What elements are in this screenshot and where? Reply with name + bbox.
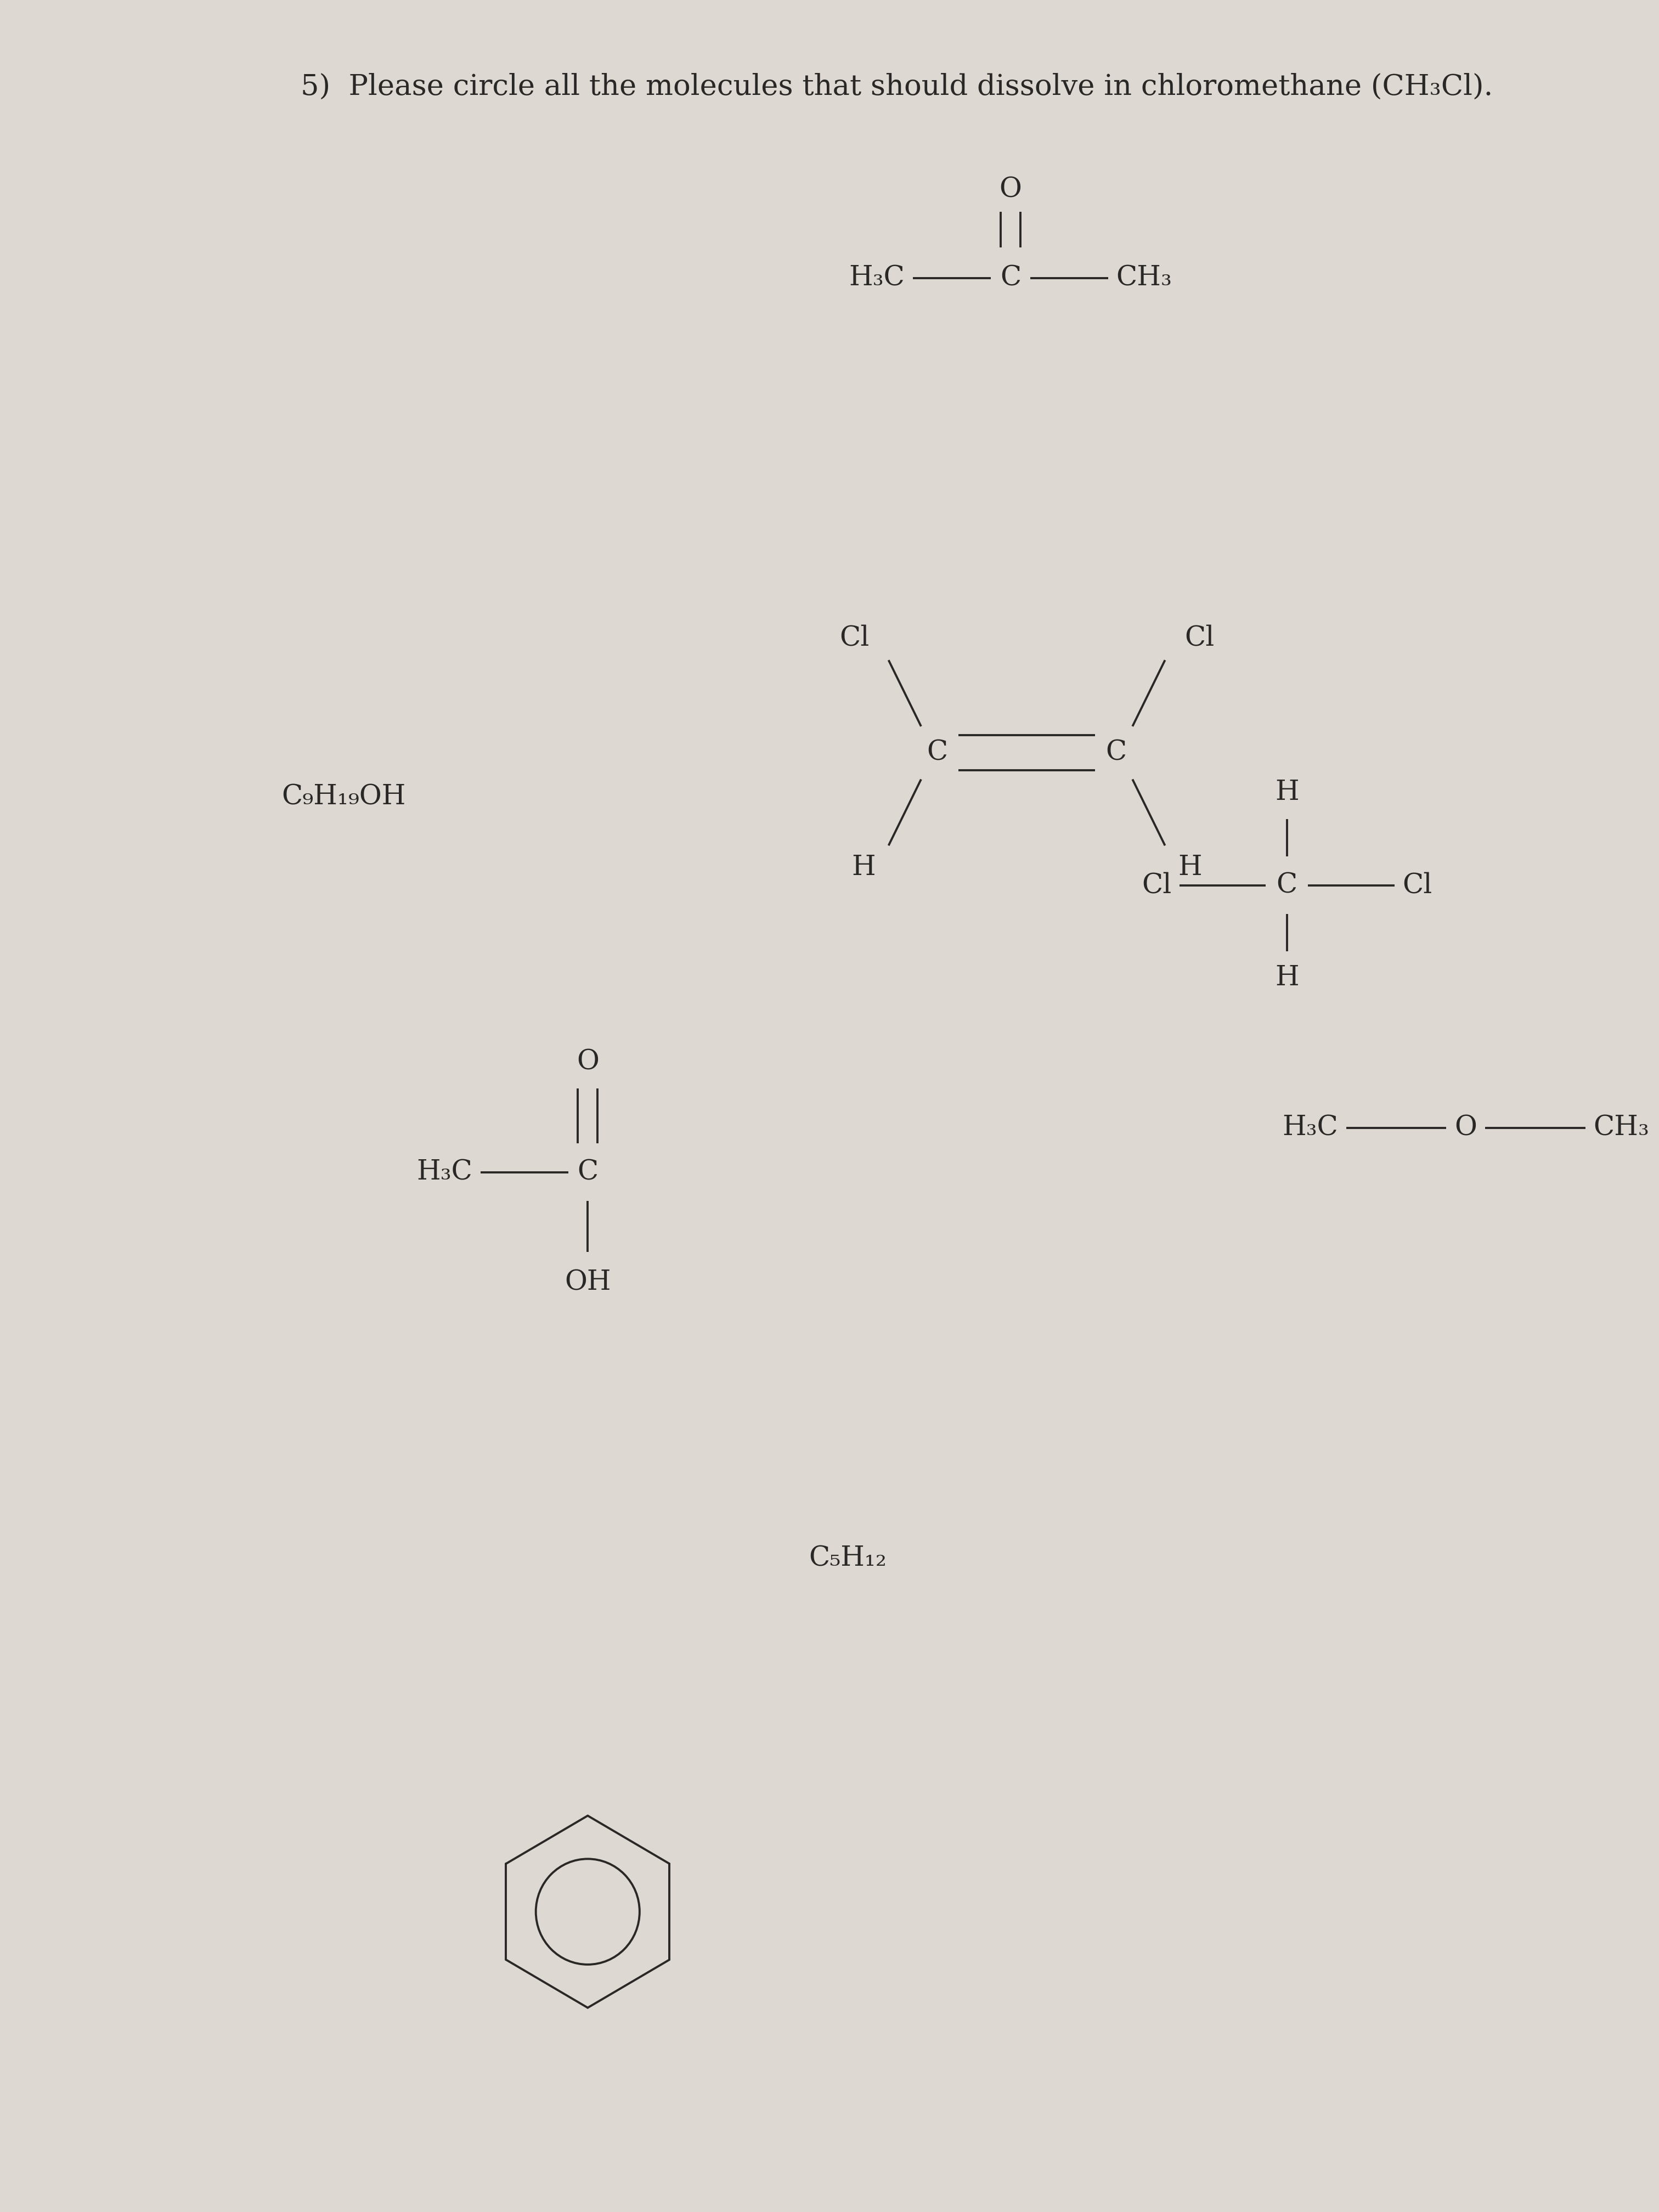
Text: Cl: Cl — [1141, 872, 1171, 898]
Text: 5)  Please circle all the molecules that should dissolve in chloromethane (CH₃Cl: 5) Please circle all the molecules that … — [300, 73, 1493, 102]
Text: C: C — [1000, 265, 1020, 292]
Text: H₃C: H₃C — [416, 1159, 473, 1186]
Text: H: H — [1276, 964, 1299, 991]
Text: O: O — [999, 177, 1022, 204]
Text: C₉H₁₉OH: C₉H₁₉OH — [282, 783, 406, 810]
Text: Cl: Cl — [839, 624, 869, 653]
Text: C: C — [1276, 872, 1297, 898]
Text: C: C — [927, 739, 947, 765]
Text: H: H — [851, 854, 876, 880]
Text: O: O — [576, 1048, 599, 1075]
Text: H₃C: H₃C — [1282, 1115, 1339, 1141]
Text: CH₃: CH₃ — [1117, 265, 1173, 292]
Text: CH₃: CH₃ — [1594, 1115, 1649, 1141]
Text: C₅H₁₂: C₅H₁₂ — [810, 1544, 888, 1573]
Text: C: C — [577, 1159, 599, 1186]
Text: H: H — [1276, 779, 1299, 805]
Text: OH: OH — [564, 1270, 611, 1296]
Text: O: O — [1455, 1115, 1477, 1141]
Text: C: C — [1107, 739, 1126, 765]
Text: H: H — [1178, 854, 1203, 880]
Text: Cl: Cl — [1402, 872, 1432, 898]
Text: Cl: Cl — [1185, 624, 1214, 653]
Text: H₃C: H₃C — [849, 265, 904, 292]
